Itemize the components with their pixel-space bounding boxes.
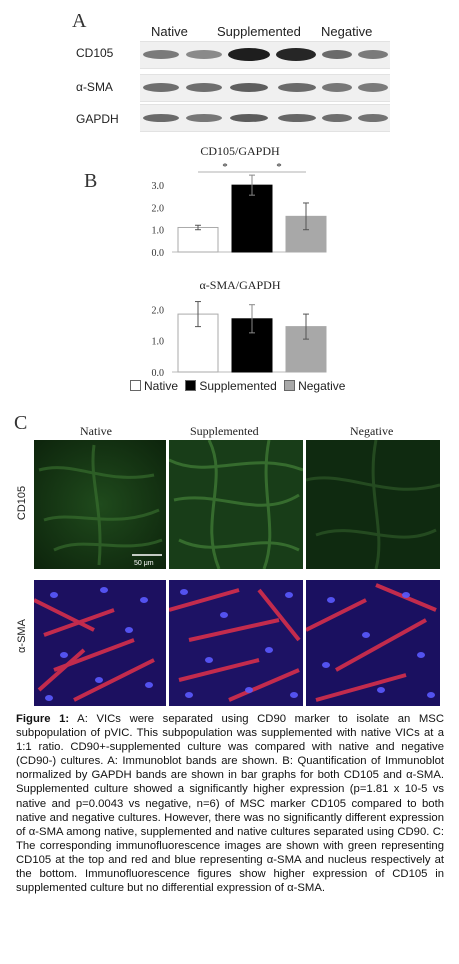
if-row-asma: α-SMA <box>16 619 28 653</box>
y-tick-label: 1.0 <box>152 226 165 237</box>
scale-bar-label: 50 μm <box>134 560 154 567</box>
blot-row-asma: α-SMA <box>76 80 113 94</box>
caption-text: A: VICs were separated using CD90 marker… <box>16 713 444 895</box>
panel-b-letter: B <box>84 170 98 192</box>
caption-label: Figure 1: <box>16 713 70 725</box>
blot-col-native: Native <box>151 24 188 39</box>
band <box>230 83 268 92</box>
band <box>143 114 179 122</box>
significance-star: * <box>276 161 282 173</box>
legend-negative: Negative <box>284 379 345 393</box>
panel-a-letter: A <box>72 10 87 32</box>
band <box>322 83 352 92</box>
blot-col-supplemented: Supplemented <box>217 24 301 39</box>
asma-bar-chart: α-SMA/GAPDH 0.0 1.0 2.0 <box>152 278 327 379</box>
chart-legend: Native Supplemented Negative <box>130 379 345 393</box>
chart-title: α-SMA/GAPDH <box>200 278 281 292</box>
band <box>278 114 316 122</box>
figure-caption: Figure 1: A: VICs were separated using C… <box>16 712 444 895</box>
band <box>186 50 222 59</box>
bar-native <box>177 226 219 253</box>
if-row-cd105: CD105 <box>16 485 28 521</box>
blot-strip-asma <box>140 74 390 102</box>
blot-col-negative: Negative <box>321 24 373 39</box>
band <box>278 83 316 92</box>
if-col-native: Native <box>80 424 112 438</box>
y-tick-label: 1.0 <box>152 337 165 348</box>
band <box>230 114 268 122</box>
if-cd105-negative <box>306 440 440 569</box>
if-col-supplemented: Supplemented <box>190 424 259 438</box>
band <box>358 114 388 122</box>
band <box>276 48 316 61</box>
blot-row-gapdh: GAPDH <box>76 112 119 126</box>
blot-strip-gapdh <box>140 104 390 132</box>
significance-star: * <box>222 161 228 173</box>
legend-supplemented: Supplemented <box>185 379 277 393</box>
if-asma-negative <box>306 580 440 706</box>
panel-c-letter: C <box>14 412 28 434</box>
y-tick-label: 2.0 <box>152 203 165 214</box>
chart-title: CD105/GAPDH <box>200 144 280 158</box>
y-tick-label: 0.0 <box>152 248 165 259</box>
if-cd105-native: 50 μm <box>34 440 166 569</box>
if-asma-supplemented <box>169 580 303 706</box>
band <box>186 114 222 122</box>
y-tick-label: 2.0 <box>152 305 165 316</box>
band <box>143 50 179 59</box>
cd105-bar-chart: CD105/GAPDH 0.0 1.0 2.0 3.0 * * <box>152 144 327 259</box>
if-col-negative: Negative <box>350 424 394 438</box>
band <box>322 114 352 122</box>
band <box>322 50 352 59</box>
if-asma-native <box>34 580 166 706</box>
bar-supplemented <box>231 184 273 253</box>
blot-row-cd105: CD105 <box>76 46 114 60</box>
y-tick-label: 3.0 <box>152 181 165 192</box>
blot-strip-cd105 <box>140 41 390 69</box>
legend-native: Native <box>130 379 178 393</box>
band <box>143 83 179 92</box>
band <box>358 50 388 59</box>
y-tick-label: 0.0 <box>152 368 165 379</box>
band <box>228 48 270 61</box>
band <box>186 83 222 92</box>
band <box>358 83 388 92</box>
if-cd105-supplemented <box>169 440 303 569</box>
